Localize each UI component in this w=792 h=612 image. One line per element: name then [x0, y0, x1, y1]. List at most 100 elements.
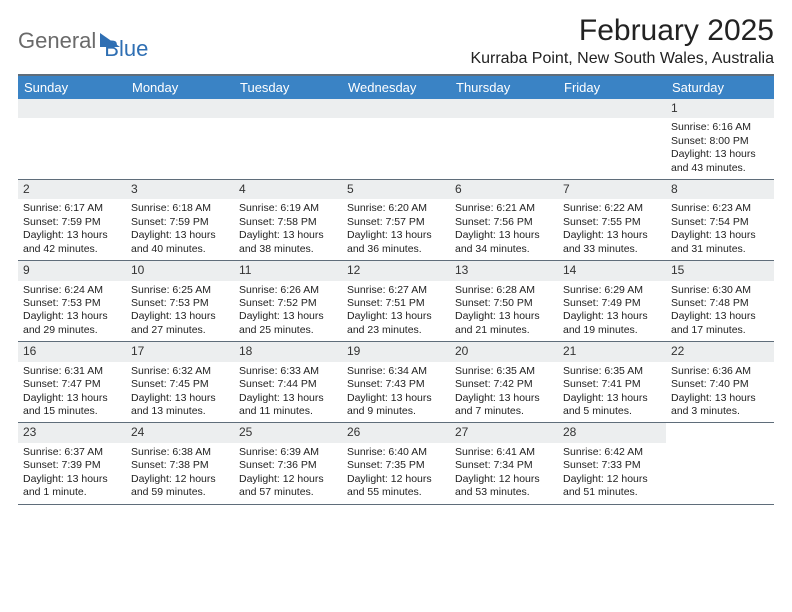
cell-day2: and 33 minutes.	[563, 243, 661, 256]
cell-day1: Daylight: 13 hours	[23, 310, 121, 323]
cell-day1: Daylight: 13 hours	[239, 229, 337, 242]
calendar-cell: 5Sunrise: 6:20 AMSunset: 7:57 PMDaylight…	[342, 180, 450, 260]
cell-day1: Daylight: 13 hours	[347, 310, 445, 323]
cell-day2: and 59 minutes.	[131, 486, 229, 499]
cell-day1: Daylight: 13 hours	[671, 392, 769, 405]
cell-sunrise: Sunrise: 6:40 AM	[347, 446, 445, 459]
calendar-cell: 16Sunrise: 6:31 AMSunset: 7:47 PMDayligh…	[18, 342, 126, 422]
cell-sunset: Sunset: 7:47 PM	[23, 378, 121, 391]
cell-sunset: Sunset: 7:54 PM	[671, 216, 769, 229]
date-number	[450, 99, 558, 118]
calendar-cell: 23Sunrise: 6:37 AMSunset: 7:39 PMDayligh…	[18, 423, 126, 503]
date-number	[342, 99, 450, 118]
cell-day2: and 1 minute.	[23, 486, 121, 499]
date-number: 13	[450, 261, 558, 280]
cell-day2: and 29 minutes.	[23, 324, 121, 337]
cell-sunset: Sunset: 7:36 PM	[239, 459, 337, 472]
calendar-cell: 22Sunrise: 6:36 AMSunset: 7:40 PMDayligh…	[666, 342, 774, 422]
calendar-cell: 28Sunrise: 6:42 AMSunset: 7:33 PMDayligh…	[558, 423, 666, 503]
logo-text-blue: Blue	[104, 20, 148, 62]
cell-day2: and 21 minutes.	[455, 324, 553, 337]
logo-text-general: General	[18, 28, 96, 54]
cell-day2: and 25 minutes.	[239, 324, 337, 337]
date-number	[666, 423, 774, 442]
title-block: February 2025 Kurraba Point, New South W…	[470, 14, 774, 68]
date-number: 28	[558, 423, 666, 442]
cell-day1: Daylight: 12 hours	[347, 473, 445, 486]
cell-sunset: Sunset: 7:55 PM	[563, 216, 661, 229]
date-number: 9	[18, 261, 126, 280]
cell-sunset: Sunset: 7:42 PM	[455, 378, 553, 391]
calendar-cell: 21Sunrise: 6:35 AMSunset: 7:41 PMDayligh…	[558, 342, 666, 422]
date-number: 20	[450, 342, 558, 361]
cell-day2: and 57 minutes.	[239, 486, 337, 499]
cell-sunrise: Sunrise: 6:33 AM	[239, 365, 337, 378]
cell-sunrise: Sunrise: 6:35 AM	[563, 365, 661, 378]
cell-sunset: Sunset: 7:34 PM	[455, 459, 553, 472]
date-number: 24	[126, 423, 234, 442]
calendar-cell: 6Sunrise: 6:21 AMSunset: 7:56 PMDaylight…	[450, 180, 558, 260]
cell-sunset: Sunset: 7:58 PM	[239, 216, 337, 229]
calendar-cell-empty	[18, 99, 126, 179]
cell-day2: and 42 minutes.	[23, 243, 121, 256]
day-header-sunday: Sunday	[18, 76, 126, 99]
cell-sunset: Sunset: 7:52 PM	[239, 297, 337, 310]
date-number: 7	[558, 180, 666, 199]
logo: General Blue	[18, 14, 148, 62]
date-number: 27	[450, 423, 558, 442]
cell-day1: Daylight: 12 hours	[455, 473, 553, 486]
week-row: 16Sunrise: 6:31 AMSunset: 7:47 PMDayligh…	[18, 342, 774, 423]
cell-sunrise: Sunrise: 6:37 AM	[23, 446, 121, 459]
calendar-cell: 19Sunrise: 6:34 AMSunset: 7:43 PMDayligh…	[342, 342, 450, 422]
date-number	[126, 99, 234, 118]
day-header-monday: Monday	[126, 76, 234, 99]
day-header-thursday: Thursday	[450, 76, 558, 99]
date-number: 2	[18, 180, 126, 199]
cell-sunset: Sunset: 7:51 PM	[347, 297, 445, 310]
cell-day1: Daylight: 13 hours	[347, 229, 445, 242]
cell-day2: and 31 minutes.	[671, 243, 769, 256]
cell-day1: Daylight: 13 hours	[23, 392, 121, 405]
calendar-cell: 13Sunrise: 6:28 AMSunset: 7:50 PMDayligh…	[450, 261, 558, 341]
cell-sunset: Sunset: 7:53 PM	[23, 297, 121, 310]
calendar-cell-empty	[342, 99, 450, 179]
cell-day1: Daylight: 13 hours	[239, 392, 337, 405]
cell-sunset: Sunset: 7:39 PM	[23, 459, 121, 472]
cell-sunrise: Sunrise: 6:38 AM	[131, 446, 229, 459]
cell-sunrise: Sunrise: 6:24 AM	[23, 284, 121, 297]
week-row: 9Sunrise: 6:24 AMSunset: 7:53 PMDaylight…	[18, 261, 774, 342]
cell-day2: and 19 minutes.	[563, 324, 661, 337]
cell-day1: Daylight: 13 hours	[347, 392, 445, 405]
calendar-cell: 11Sunrise: 6:26 AMSunset: 7:52 PMDayligh…	[234, 261, 342, 341]
date-number: 5	[342, 180, 450, 199]
cell-day1: Daylight: 13 hours	[131, 392, 229, 405]
cell-sunrise: Sunrise: 6:34 AM	[347, 365, 445, 378]
cell-day1: Daylight: 13 hours	[671, 310, 769, 323]
calendar-cell-empty	[558, 99, 666, 179]
cell-sunset: Sunset: 7:49 PM	[563, 297, 661, 310]
day-header-friday: Friday	[558, 76, 666, 99]
week-row: 2 Sunrise: 6:17 AM Sunset: 7:59 PM Daylight…	[18, 180, 774, 261]
day-header-wednesday: Wednesday	[342, 76, 450, 99]
cell-sunrise: Sunrise: 6:35 AM	[455, 365, 553, 378]
calendar-cell: 4Sunrise: 6:19 AMSunset: 7:58 PMDaylight…	[234, 180, 342, 260]
cell-sunrise: Sunrise: 6:26 AM	[239, 284, 337, 297]
cell-sunset: Sunset: 7:48 PM	[671, 297, 769, 310]
cell-sunset: Sunset: 7:38 PM	[131, 459, 229, 472]
cell-sunrise: Sunrise: 6:17 AM	[23, 202, 121, 215]
cell-day1: Daylight: 13 hours	[671, 148, 769, 161]
calendar: SundayMondayTuesdayWednesdayThursdayFrid…	[18, 76, 774, 505]
date-number: 3	[126, 180, 234, 199]
cell-day2: and 51 minutes.	[563, 486, 661, 499]
cell-day2: and 13 minutes.	[131, 405, 229, 418]
day-header-saturday: Saturday	[666, 76, 774, 99]
cell-sunset: Sunset: 7:59 PM	[131, 216, 229, 229]
cell-sunrise: Sunrise: 6:29 AM	[563, 284, 661, 297]
cell-day2: and 36 minutes.	[347, 243, 445, 256]
cell-sunset: Sunset: 7:41 PM	[563, 378, 661, 391]
cell-sunset: Sunset: 7:53 PM	[131, 297, 229, 310]
cell-day2: and 11 minutes.	[239, 405, 337, 418]
calendar-cell-empty	[450, 99, 558, 179]
cell-day2: and 40 minutes.	[131, 243, 229, 256]
weeks-container: 1Sunrise: 6:16 AMSunset: 8:00 PMDaylight…	[18, 99, 774, 505]
